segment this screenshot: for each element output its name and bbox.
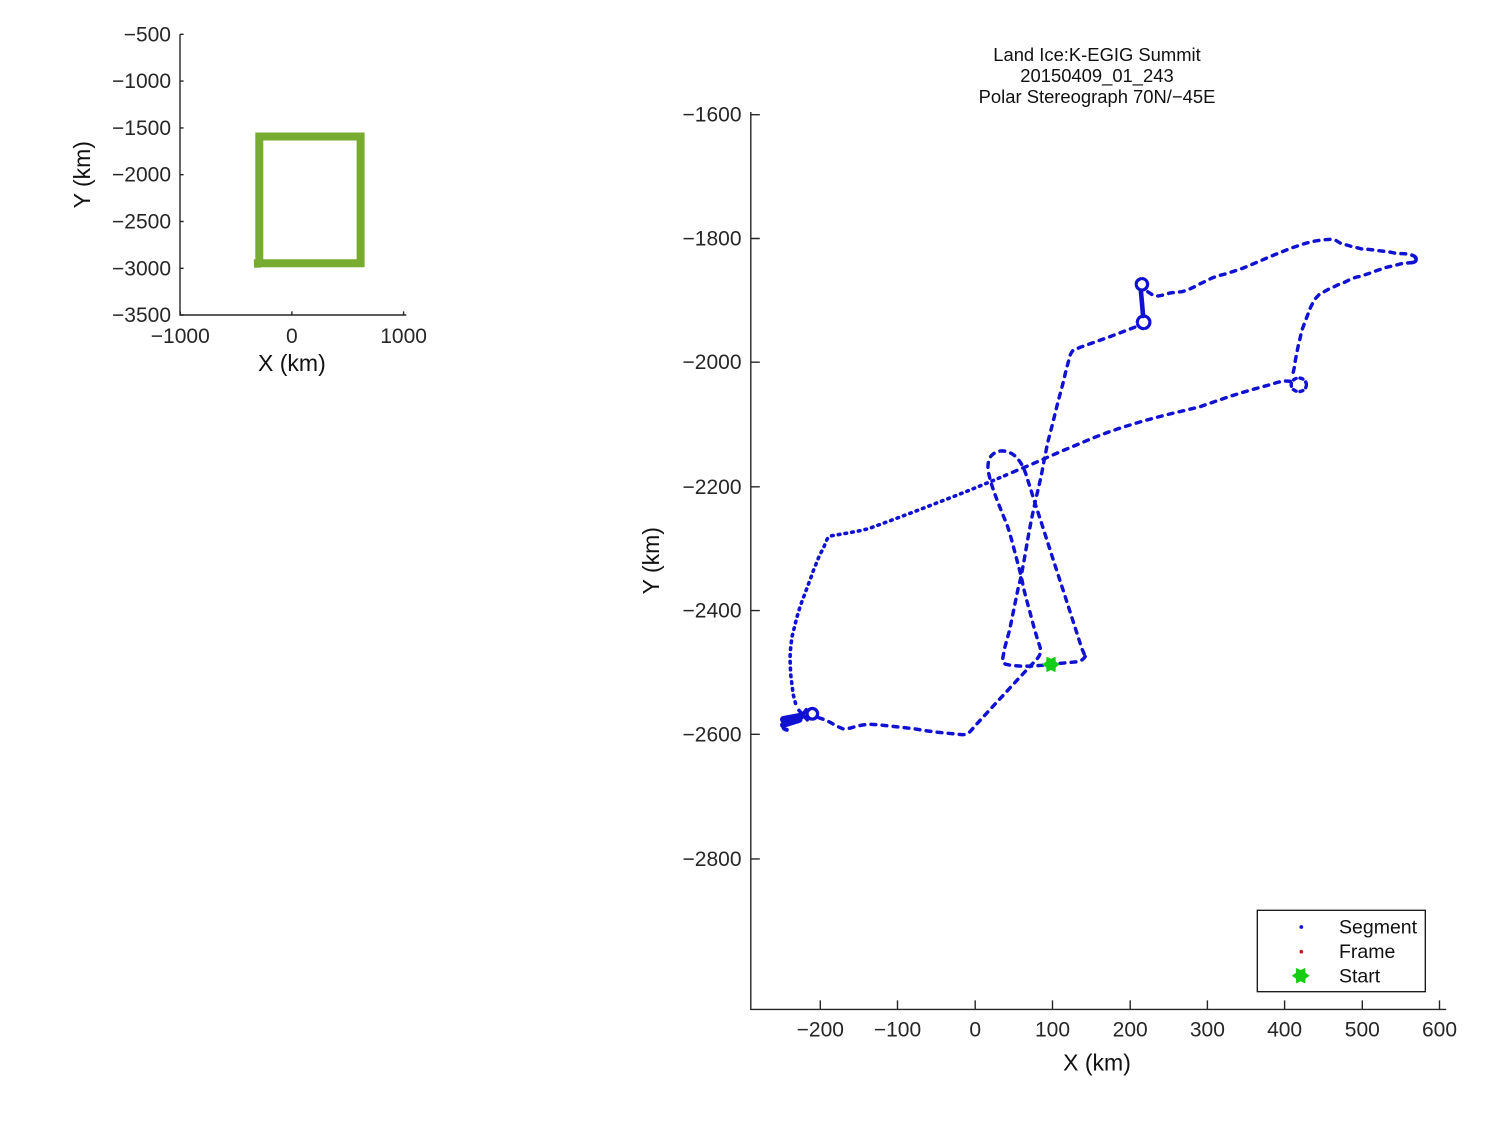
svg-text:Polar Stereograph 70N/−45E: Polar Stereograph 70N/−45E [979,86,1216,107]
svg-text:Segment: Segment [1339,917,1418,939]
svg-text:0: 0 [969,1019,981,1042]
svg-text:−2600: −2600 [683,723,742,746]
svg-text:Land Ice:K-EGIG Summit: Land Ice:K-EGIG Summit [993,44,1200,65]
svg-text:X (km): X (km) [1063,1050,1131,1076]
svg-text:−2000: −2000 [683,351,742,374]
svg-text:−2000: −2000 [112,164,171,187]
svg-text:0: 0 [286,325,298,348]
svg-text:−3500: −3500 [112,304,171,327]
svg-text:600: 600 [1422,1019,1457,1042]
svg-text:400: 400 [1267,1019,1302,1042]
svg-text:1000: 1000 [380,325,427,348]
svg-text:−1600: −1600 [683,104,742,127]
svg-text:300: 300 [1190,1019,1225,1042]
svg-text:X (km): X (km) [258,350,326,376]
svg-text:500: 500 [1345,1019,1380,1042]
svg-text:Start: Start [1339,965,1381,987]
svg-text:−2500: −2500 [112,211,171,234]
svg-text:−2200: −2200 [683,476,742,499]
svg-text:−100: −100 [874,1019,921,1042]
svg-text:−3000: −3000 [112,257,171,280]
svg-text:−1500: −1500 [112,117,171,140]
svg-text:200: 200 [1113,1019,1148,1042]
svg-text:−2800: −2800 [683,848,742,871]
svg-text:Y (km): Y (km) [638,527,664,594]
svg-text:−1000: −1000 [151,325,210,348]
svg-text:20150409_01_243: 20150409_01_243 [1020,65,1173,87]
svg-text:−1800: −1800 [683,228,742,251]
svg-text:−500: −500 [124,23,171,46]
svg-text:−200: −200 [797,1019,844,1042]
svg-text:Y (km): Y (km) [69,141,95,208]
svg-text:−2400: −2400 [683,600,742,623]
svg-text:−1000: −1000 [112,70,171,93]
svg-text:100: 100 [1035,1019,1070,1042]
svg-text:Frame: Frame [1339,941,1395,963]
